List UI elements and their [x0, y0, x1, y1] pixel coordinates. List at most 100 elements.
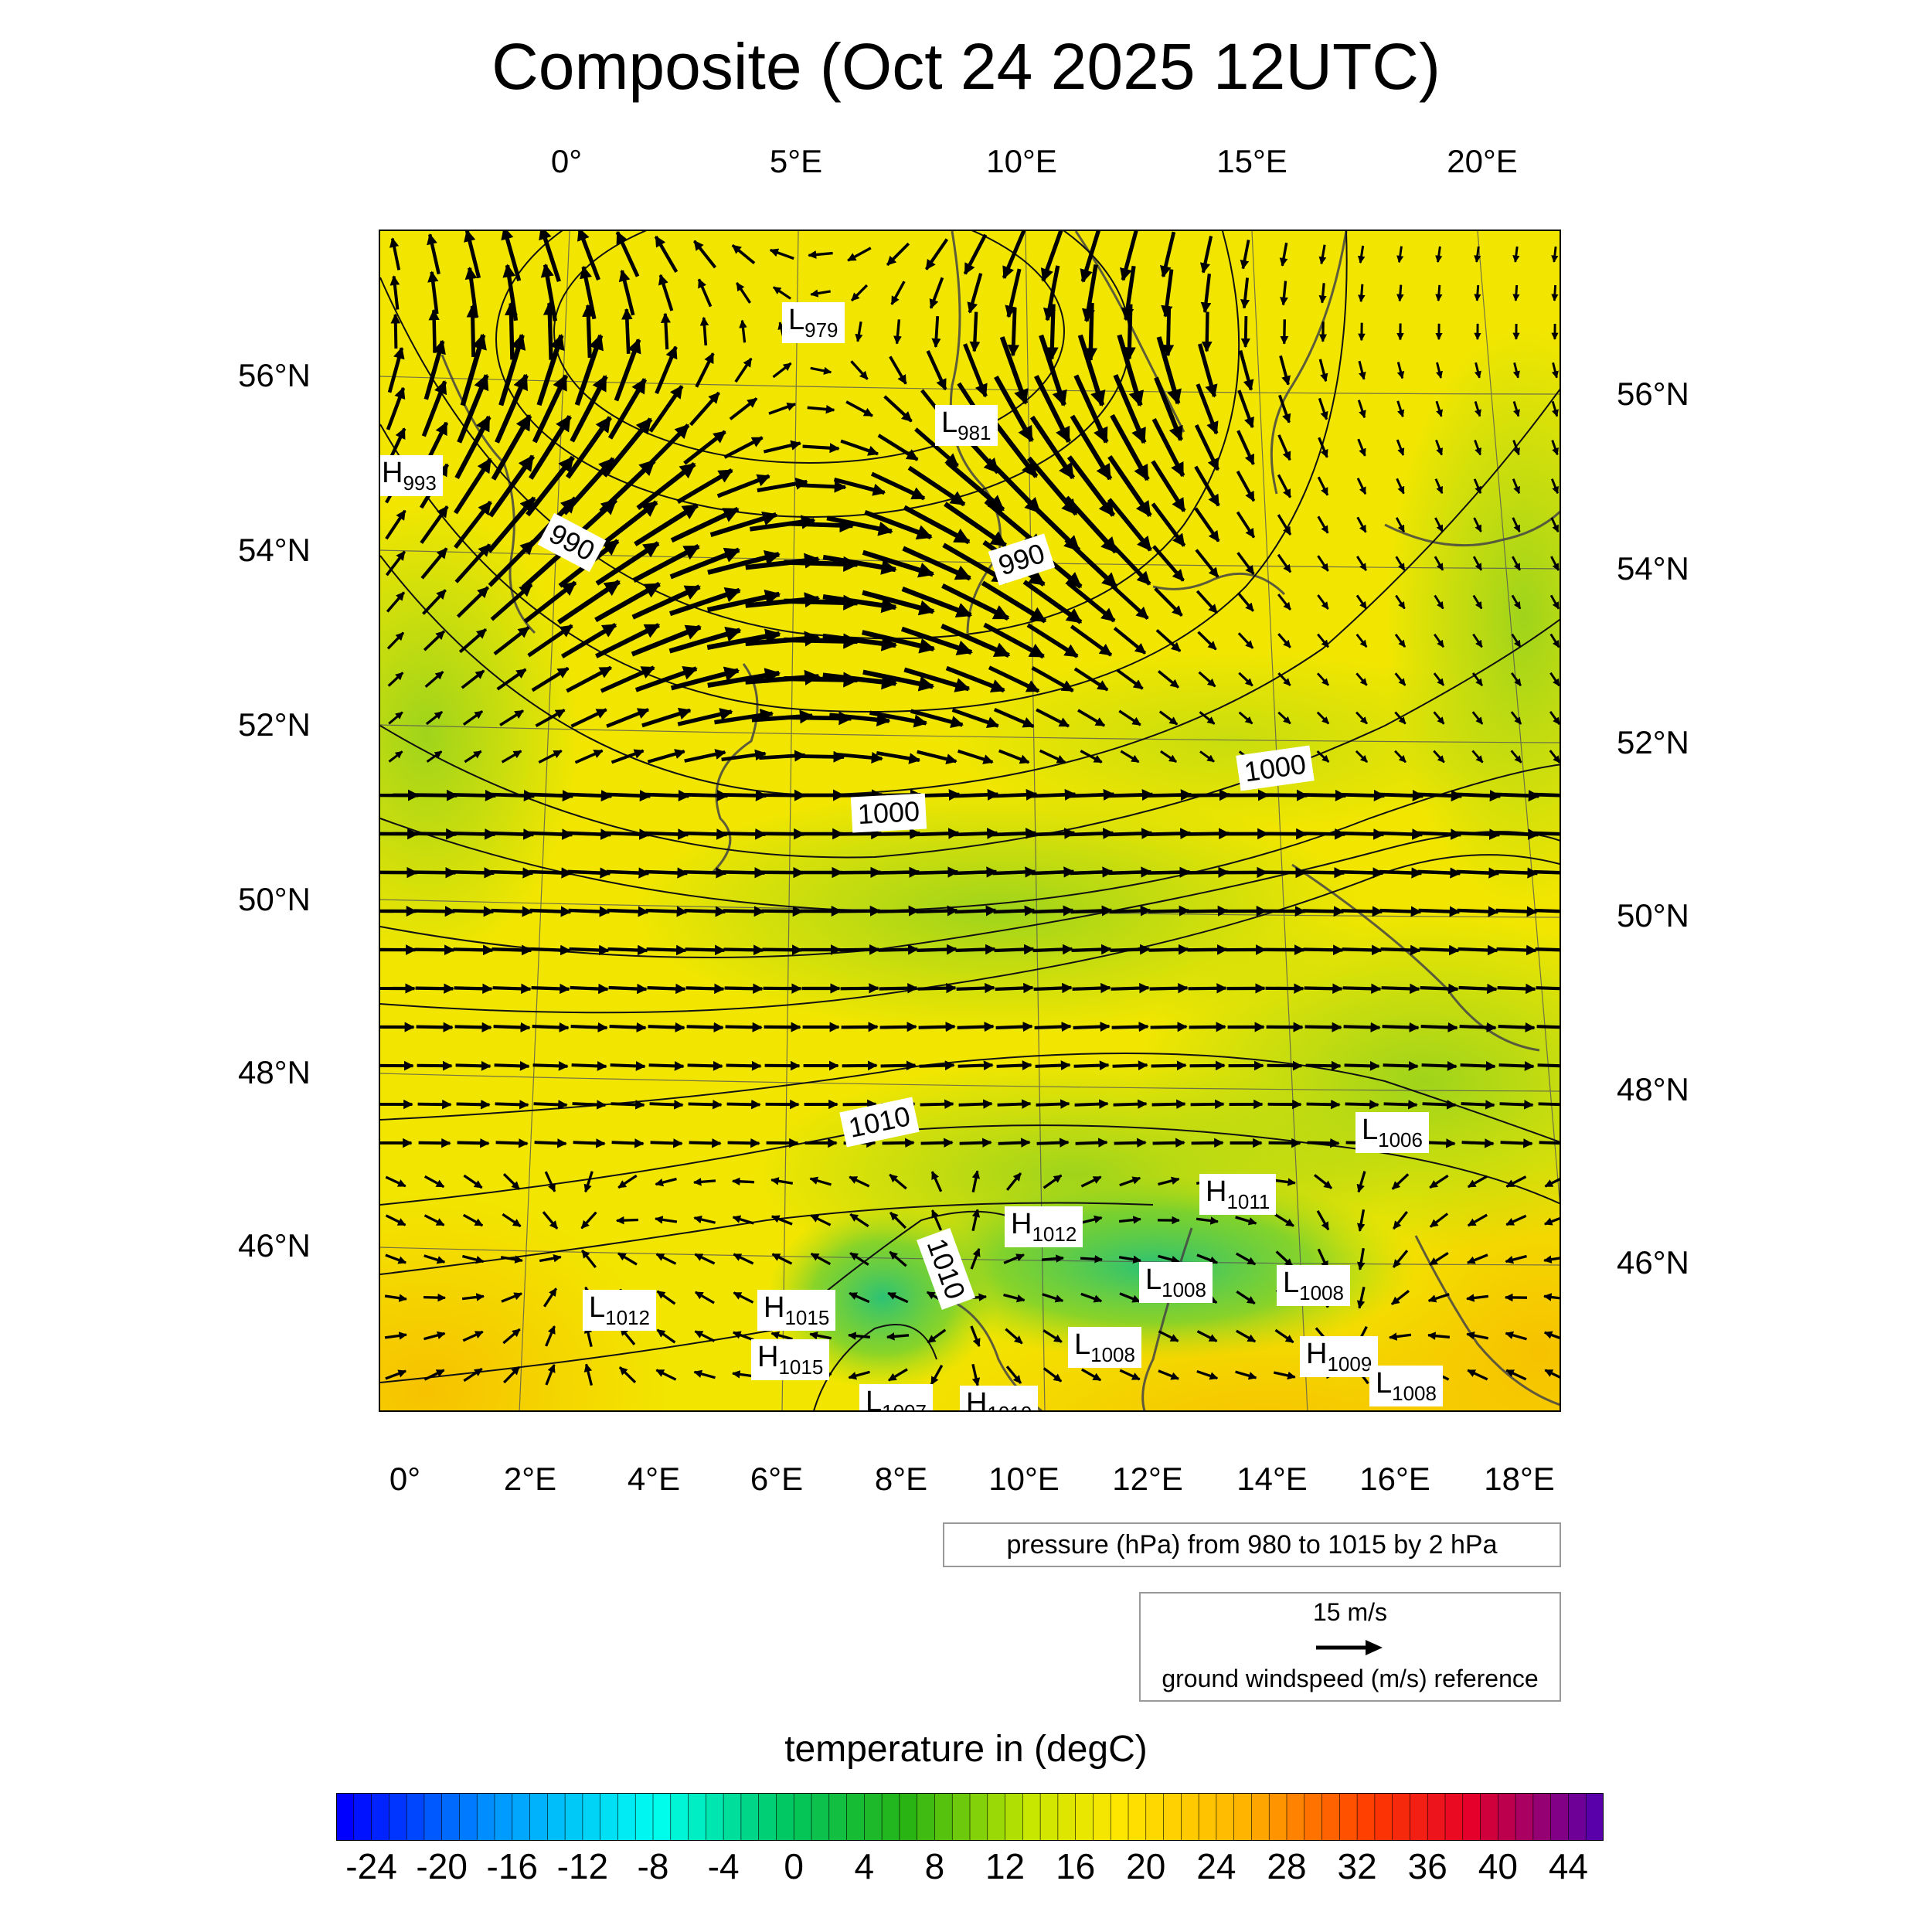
wind-vector	[1474, 439, 1481, 456]
colorbar-title: temperature in (degC)	[784, 1729, 1148, 1770]
wind-vector	[809, 1331, 832, 1340]
wind-vector	[732, 1331, 754, 1342]
wind-vector	[545, 1364, 556, 1386]
wind-vector	[727, 1138, 760, 1148]
wind-vector	[1317, 555, 1329, 572]
wind-vector	[453, 457, 493, 515]
wind-vector	[502, 1213, 522, 1228]
colorbar-bin	[758, 1793, 777, 1841]
colorbar-bin	[688, 1793, 707, 1841]
bottom-lon-tick: 2°E	[503, 1461, 557, 1497]
wind-vector	[494, 1060, 530, 1071]
wind-vector	[1118, 709, 1141, 726]
wind-vector	[1279, 242, 1288, 267]
wind-vector	[529, 867, 573, 879]
colorbar-tick-label: 32	[1337, 1846, 1377, 1886]
wind-vector	[1236, 1290, 1256, 1305]
wind-vector	[1391, 1173, 1410, 1190]
wind-vector	[1154, 376, 1183, 442]
wind-vector	[1472, 633, 1483, 648]
wind-vector	[759, 750, 807, 762]
wind-vector	[1277, 633, 1291, 648]
colorbar-tick-label: -4	[707, 1846, 740, 1886]
wind-vector	[1434, 633, 1444, 648]
wind-vector	[849, 1175, 870, 1188]
wind-vector	[1158, 1369, 1179, 1380]
wind-vector	[707, 549, 781, 575]
map-panel[interactable]: L979 L981 H993 L1006 H1011 H1012 L1008 L…	[379, 230, 1561, 1412]
wind-vector	[862, 590, 935, 616]
wind-vector	[890, 281, 906, 305]
wind-vector	[862, 669, 935, 692]
wind-vector	[1280, 319, 1289, 345]
wind-vector	[1238, 350, 1254, 391]
wind-vector	[888, 1368, 908, 1382]
wind-vector	[1301, 867, 1345, 879]
colorbar-bin	[1532, 1793, 1552, 1841]
wind-vector	[1185, 828, 1230, 840]
wind-vector	[883, 395, 913, 423]
wind-vector	[1497, 983, 1536, 995]
wind-vector	[822, 554, 897, 575]
wind-vector	[539, 1253, 562, 1263]
wind-vector	[762, 944, 803, 956]
wind-vector	[503, 1366, 520, 1384]
wind-vector	[1551, 400, 1559, 417]
wind-vector	[760, 866, 804, 879]
wind-vector	[1235, 1329, 1257, 1343]
pressure-center-label: L1012	[583, 1290, 656, 1331]
wind-vector	[1355, 750, 1369, 764]
wind-vector	[1277, 474, 1292, 498]
wind-vector	[1109, 905, 1151, 917]
wind-reference-description: ground windspeed (m/s) reference	[1162, 1665, 1539, 1692]
wind-vector	[1154, 587, 1183, 617]
wind-vector	[424, 671, 444, 688]
wind-vector	[1005, 1366, 1022, 1384]
wind-vector	[501, 231, 522, 282]
wind-vector	[1196, 1253, 1219, 1264]
wind-vector	[423, 1254, 446, 1264]
chart-title: Composite (Oct 24 2025 12UTC)	[492, 30, 1440, 103]
wind-vector	[527, 624, 573, 658]
wind-vector	[850, 284, 869, 302]
wind-vector	[706, 589, 781, 613]
wind-vector	[490, 867, 534, 879]
wind-vector	[879, 983, 918, 994]
wind-vector	[527, 790, 574, 802]
wind-vector	[454, 500, 492, 549]
wind-vector	[1396, 478, 1405, 495]
wind-vector	[456, 586, 490, 618]
wind-vector	[916, 905, 958, 917]
wind-vector	[670, 506, 740, 543]
colorbar-bin	[494, 1793, 513, 1841]
wind-vector	[496, 668, 527, 691]
pressure-center-label: L1008	[1369, 1366, 1443, 1406]
wind-vector	[461, 669, 485, 689]
wind-vector	[1110, 413, 1150, 481]
wind-vector	[1113, 374, 1147, 444]
wind-vector	[645, 867, 689, 879]
wind-vector	[957, 1022, 995, 1032]
wind-vector	[889, 1173, 907, 1190]
wind-vector	[914, 828, 960, 839]
wind-vector	[532, 1060, 569, 1071]
colorbar-tick-label: 24	[1196, 1846, 1236, 1886]
wind-vector	[784, 556, 859, 572]
wind-vector	[1512, 517, 1521, 532]
wind-vector	[1396, 362, 1405, 379]
warm-area	[380, 1189, 674, 1410]
wind-vector	[387, 672, 404, 687]
wind-vector	[1499, 1100, 1534, 1110]
wind-vector	[670, 666, 740, 691]
wind-vector	[1070, 866, 1114, 878]
wind-vector	[1042, 1293, 1064, 1303]
wind-vector	[1031, 666, 1074, 692]
wind-vector	[385, 509, 406, 540]
wind-vector	[425, 710, 444, 726]
wind-vector	[991, 788, 1038, 801]
right-lat-tick: 48°N	[1617, 1071, 1689, 1107]
wind-vector	[453, 944, 494, 956]
wind-vector	[1196, 1330, 1218, 1342]
wind-vector	[723, 944, 764, 956]
wind-vector	[523, 580, 577, 624]
